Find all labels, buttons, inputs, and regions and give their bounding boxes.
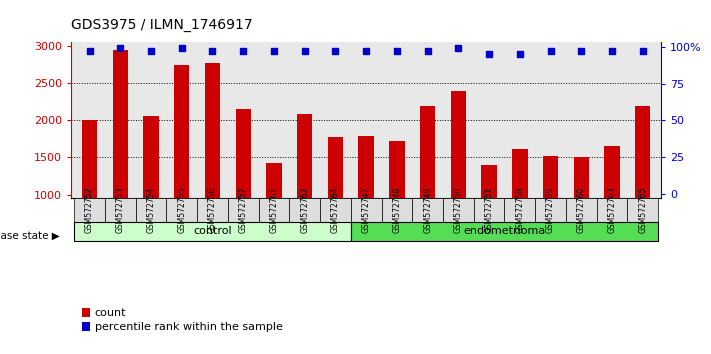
- Bar: [604, 145, 620, 198]
- Text: GSM572753: GSM572753: [116, 187, 124, 233]
- Bar: [328, 137, 343, 198]
- Text: GSM572750: GSM572750: [454, 187, 463, 233]
- Bar: [451, 91, 466, 198]
- Text: GSM572762: GSM572762: [300, 187, 309, 233]
- Bar: [474, 198, 505, 222]
- Point: [422, 48, 433, 54]
- Point: [84, 48, 95, 54]
- Point: [483, 51, 495, 57]
- Text: GSM572751: GSM572751: [485, 187, 493, 233]
- Text: GSM572758: GSM572758: [515, 187, 524, 233]
- Text: percentile rank within the sample: percentile rank within the sample: [95, 322, 282, 332]
- Bar: [197, 198, 228, 222]
- Text: GSM572747: GSM572747: [362, 187, 370, 233]
- Text: GSM572754: GSM572754: [146, 187, 156, 233]
- Text: count: count: [95, 308, 126, 318]
- Bar: [505, 198, 535, 222]
- Point: [268, 48, 279, 54]
- Text: disease state ▶: disease state ▶: [0, 230, 59, 240]
- Bar: [136, 198, 166, 222]
- Point: [207, 48, 218, 54]
- Bar: [420, 105, 435, 198]
- Bar: [289, 198, 320, 222]
- Bar: [112, 50, 128, 198]
- Point: [114, 46, 126, 51]
- Bar: [566, 198, 597, 222]
- Point: [330, 48, 341, 54]
- Bar: [74, 198, 105, 222]
- Point: [606, 48, 618, 54]
- Bar: [82, 120, 97, 198]
- Text: GSM572757: GSM572757: [239, 187, 247, 233]
- Point: [637, 48, 648, 54]
- Bar: [574, 157, 589, 198]
- Text: control: control: [193, 226, 232, 236]
- Text: GSM572752: GSM572752: [85, 187, 94, 233]
- Bar: [166, 198, 197, 222]
- Bar: [174, 65, 189, 198]
- Bar: [205, 63, 220, 198]
- Point: [453, 46, 464, 51]
- Bar: [297, 114, 312, 198]
- Bar: [235, 109, 251, 198]
- Bar: [443, 198, 474, 222]
- Text: GSM572765: GSM572765: [638, 187, 647, 233]
- Bar: [512, 149, 528, 198]
- Text: GSM572756: GSM572756: [208, 187, 217, 233]
- Text: GSM572749: GSM572749: [423, 187, 432, 233]
- Bar: [74, 222, 351, 241]
- Bar: [627, 198, 658, 222]
- Point: [576, 48, 587, 54]
- Point: [237, 48, 249, 54]
- Bar: [105, 198, 136, 222]
- Bar: [351, 222, 658, 241]
- Bar: [382, 198, 412, 222]
- Point: [545, 48, 556, 54]
- Text: GDS3975 / ILMN_1746917: GDS3975 / ILMN_1746917: [71, 18, 252, 32]
- Text: GSM572764: GSM572764: [331, 187, 340, 233]
- Bar: [481, 165, 497, 198]
- Text: GSM572763: GSM572763: [608, 187, 616, 233]
- Bar: [144, 116, 159, 198]
- Bar: [535, 198, 566, 222]
- Point: [360, 48, 372, 54]
- Bar: [635, 105, 651, 198]
- Bar: [320, 198, 351, 222]
- Bar: [412, 198, 443, 222]
- Bar: [259, 198, 289, 222]
- Text: GSM572761: GSM572761: [269, 187, 279, 233]
- Text: endometrioma: endometrioma: [464, 226, 545, 236]
- Point: [391, 48, 402, 54]
- Bar: [597, 198, 627, 222]
- Text: GSM572748: GSM572748: [392, 187, 402, 233]
- Text: GSM572760: GSM572760: [577, 187, 586, 233]
- Bar: [389, 141, 405, 198]
- Bar: [351, 198, 382, 222]
- Point: [145, 48, 156, 54]
- Bar: [358, 136, 374, 198]
- Point: [514, 51, 525, 57]
- Text: GSM572755: GSM572755: [177, 187, 186, 233]
- Bar: [543, 156, 558, 198]
- Bar: [267, 162, 282, 198]
- Point: [176, 46, 188, 51]
- Bar: [228, 198, 259, 222]
- Text: GSM572759: GSM572759: [546, 187, 555, 233]
- Point: [299, 48, 311, 54]
